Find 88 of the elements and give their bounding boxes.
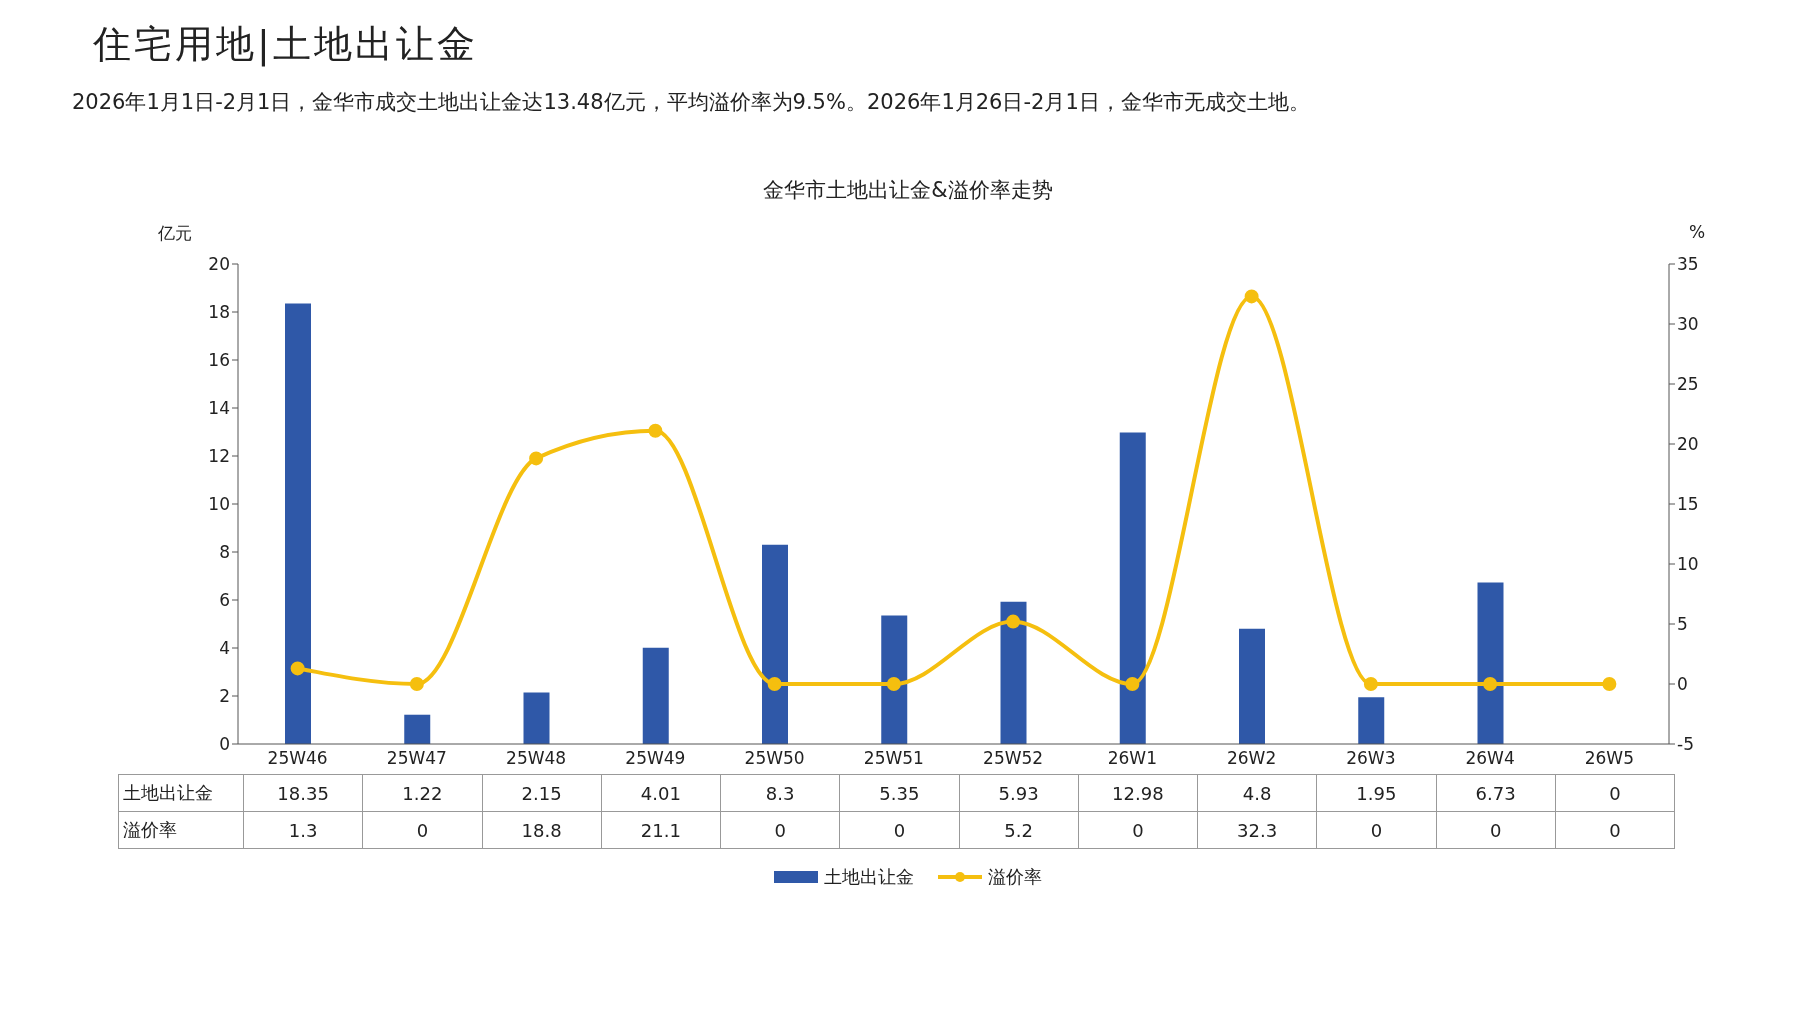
bar: [1477, 582, 1504, 744]
data-label: 12.98: [1078, 774, 1198, 812]
y-tick-label: 0: [219, 734, 230, 755]
bar: [1358, 697, 1385, 744]
x-tick-label: 25W49: [625, 748, 686, 769]
bar: [762, 544, 788, 744]
bar: [1000, 601, 1027, 744]
x-tick-label: 25W48: [506, 748, 567, 769]
y2-tick-label: 35: [1677, 254, 1699, 275]
data-label: 21.1: [601, 811, 721, 849]
x-tick-label: 25W50: [744, 748, 805, 769]
y-tick-label: 12: [208, 446, 230, 467]
bar: [285, 303, 311, 744]
y2-tick-label: 25: [1677, 374, 1699, 395]
point: [409, 677, 424, 691]
y-tick-label: 2: [219, 686, 230, 707]
y-axis-title: 亿元: [158, 222, 192, 245]
y-tick-label: 20: [208, 254, 230, 275]
data-label: 0: [720, 811, 840, 849]
bar: [1119, 432, 1146, 744]
legend-label: 溢价率: [988, 865, 1042, 889]
x-tick-label: 25W51: [863, 748, 924, 769]
data-label: 0: [362, 811, 482, 849]
y-tick-label: 10: [208, 494, 230, 515]
bar: [881, 615, 908, 744]
legend-label: 土地出让金: [824, 865, 914, 889]
data-label: 18.8: [482, 811, 602, 849]
data-label: 5.35: [839, 774, 959, 812]
y-tick-label: 18: [208, 302, 230, 323]
y-tick-label: 14: [208, 398, 230, 419]
data-label: 4.8: [1197, 774, 1317, 812]
x-tick-label: 25W47: [386, 748, 447, 769]
y2-tick-label: 5: [1677, 614, 1688, 635]
point: [1006, 614, 1021, 629]
text: 土地出让金: [123, 782, 213, 803]
x-tick-label: 26W3: [1346, 748, 1396, 769]
data-label: 2.15: [482, 774, 602, 812]
x-tick-label: 25W46: [267, 748, 328, 769]
data-label: 1.95: [1316, 774, 1436, 812]
x-tick-label: 26W2: [1226, 748, 1277, 769]
x-tick-label: 25W52: [983, 748, 1044, 769]
x-tick-label: 26W5: [1584, 748, 1635, 769]
data-label: 0: [1436, 811, 1556, 849]
bar: [1239, 628, 1265, 744]
point: [648, 423, 663, 438]
data-label: 0: [1555, 811, 1675, 849]
chart-subtitle: 金华市土地出让金&溢价率走势: [762, 177, 1054, 204]
text: 溢价率: [123, 819, 177, 840]
y2-axis-title: %: [1689, 222, 1706, 242]
bar: [642, 647, 669, 744]
y2-tick-label: 0: [1677, 674, 1688, 695]
data-label: 0: [839, 811, 959, 849]
data-label: 32.3: [1197, 811, 1317, 849]
data-label: 4.01: [601, 774, 721, 812]
chart-title: 住宅用地|土地出让金: [92, 21, 479, 69]
x-tick-label: 26W4: [1465, 748, 1515, 769]
x-tick-label: 26W1: [1107, 748, 1158, 769]
data-label: 0: [1555, 774, 1675, 812]
data-label: 5.2: [959, 811, 1079, 849]
point: [529, 451, 544, 466]
point: [1483, 677, 1498, 691]
point: [767, 677, 782, 691]
data-label: 6.73: [1436, 774, 1556, 812]
y2-tick-label: 10: [1677, 554, 1699, 575]
y2-tick-label: 20: [1677, 434, 1699, 455]
y-tick-label: 6: [219, 590, 230, 611]
data-label: 1.3: [243, 811, 363, 849]
point: [1602, 677, 1617, 691]
bar: [523, 692, 550, 744]
y-tick-label: 4: [219, 638, 230, 659]
y2-tick-label: 30: [1677, 314, 1699, 335]
data-label: 1.22: [362, 774, 482, 812]
data-label: 0: [1316, 811, 1436, 849]
y2-tick-label: 15: [1677, 494, 1699, 515]
data-label: 0: [1078, 811, 1198, 849]
data-label: 18.35: [243, 774, 363, 812]
y-tick-label: 8: [219, 542, 230, 563]
y2-tick-label: -5: [1677, 734, 1694, 755]
point: [886, 677, 901, 691]
y-tick-label: 16: [208, 350, 230, 371]
bar: [404, 714, 431, 744]
data-label: 5.93: [959, 774, 1079, 812]
data-label: 8.3: [720, 774, 840, 812]
text: 2026年1月1日-2月1日，金华市成交土地出让金达13.48亿元，平均溢价率为9.5%。2026年1月26日-2月1日，金华市无成交土地。: [71, 89, 1311, 116]
point: [1125, 677, 1140, 691]
point: [1363, 677, 1378, 691]
point: [1244, 289, 1259, 304]
point: [290, 661, 305, 676]
